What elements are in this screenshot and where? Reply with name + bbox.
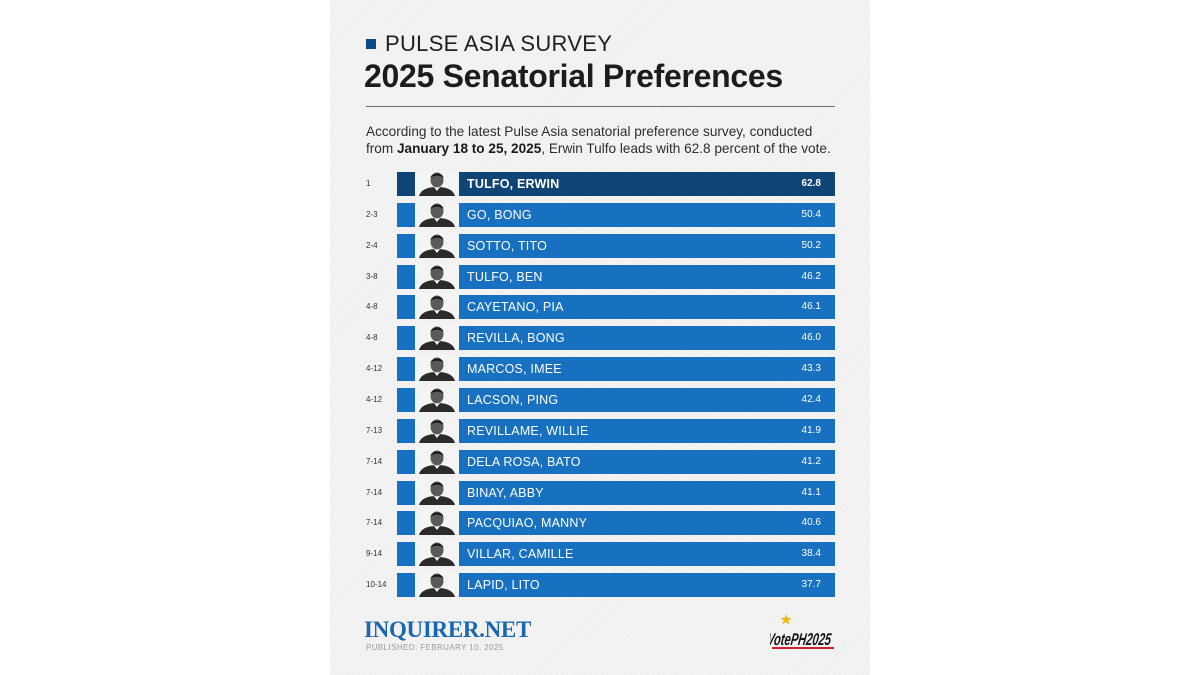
rank-label: 4-12 (366, 364, 383, 373)
bar (397, 511, 835, 535)
infographic-card: PULSE ASIA SURVEY 2025 Senatorial Prefer… (330, 0, 870, 675)
candidate-name: LAPID, LITO (467, 578, 540, 592)
title-divider (366, 106, 835, 107)
candidate-portrait-icon (415, 293, 459, 319)
candidate-name: TULFO, ERWIN (467, 177, 560, 191)
bar (397, 481, 835, 505)
bar-chart: 1 TULFO, ERWIN 62.8 2-3 GO, BONG 50.4 2-4 SOTTO… (330, 0, 870, 675)
intro-text-end: , Erwin Tulfo leads with 62.8 percent of… (541, 141, 831, 156)
data-label: 46.1 (801, 301, 821, 312)
data-label: 41.2 (801, 456, 821, 467)
page-title: 2025 Senatorial Preferences (364, 58, 783, 94)
candidate-name: LACSON, PING (467, 393, 559, 407)
rank-label: 4-8 (366, 333, 378, 342)
candidate-name: DELA ROSA, BATO (467, 455, 581, 469)
candidate-name: PACQUIAO, MANNY (467, 516, 588, 530)
data-label: 50.4 (801, 209, 821, 220)
svg-text:VotePH2025: VotePH2025 (770, 630, 833, 649)
rank-label: 2-3 (366, 210, 378, 219)
bar (397, 265, 835, 289)
data-label: 46.2 (801, 271, 821, 282)
bar (397, 542, 835, 566)
candidate-portrait-icon (415, 324, 459, 350)
bar (397, 234, 835, 258)
candidate-portrait-icon (415, 448, 459, 474)
candidate-portrait-icon (415, 386, 459, 412)
brand-logo: INQUIRER.NET (364, 617, 532, 642)
candidate-name: REVILLAME, WILLIE (467, 424, 589, 438)
rank-label: 4-12 (366, 395, 383, 404)
data-label: 40.6 (801, 517, 821, 528)
intro-text-start: According to the latest Pulse Asia senat… (366, 124, 813, 156)
data-label: 62.8 (801, 178, 821, 189)
rank-label: 7-14 (366, 518, 383, 527)
bar (397, 573, 835, 597)
candidate-portrait-icon (415, 355, 459, 381)
data-label: 42.4 (801, 394, 821, 405)
bar (397, 172, 835, 196)
rank-label: 1 (366, 179, 371, 188)
rank-label: 9-14 (366, 549, 383, 558)
bar (397, 357, 835, 381)
data-label: 50.2 (801, 240, 821, 251)
rank-label: 7-14 (366, 457, 383, 466)
candidate-name: BINAY, ABBY (467, 486, 544, 500)
data-label: 46.0 (801, 332, 821, 343)
voteph2025-logo-icon: VotePH2025 (770, 614, 834, 649)
intro-paragraph: According to the latest Pulse Asia senat… (366, 123, 836, 157)
intro-date-range: January 18 to 25, 2025 (396, 141, 542, 156)
rank-label: 3-8 (366, 272, 378, 281)
data-label: 43.3 (801, 363, 821, 374)
bar (397, 419, 835, 443)
candidate-portrait-icon (415, 509, 459, 535)
published-date: PUBLISHED: FEBRUARY 10, 2025 (366, 643, 504, 652)
candidate-portrait-icon (415, 201, 459, 227)
rank-label: 4-8 (366, 302, 378, 311)
kicker: PULSE ASIA SURVEY (366, 31, 613, 56)
rank-label: 10-14 (366, 580, 387, 589)
candidate-name: VILLAR, CAMILLE (467, 547, 574, 561)
bar (397, 295, 835, 319)
candidate-name: TULFO, BEN (467, 270, 543, 284)
candidate-name: MARCOS, IMEE (467, 362, 562, 376)
data-label: 38.4 (801, 548, 821, 559)
candidate-name: GO, BONG (467, 208, 532, 222)
candidate-portrait-icon (415, 263, 459, 289)
candidate-portrait-icon (415, 571, 459, 597)
rank-label: 7-13 (366, 426, 383, 435)
rank-label: 2-4 (366, 241, 378, 250)
candidate-name: REVILLA, BONG (467, 331, 565, 345)
bar (397, 203, 835, 227)
bar (397, 388, 835, 412)
data-label: 41.1 (801, 487, 821, 498)
candidate-portrait-icon (415, 479, 459, 505)
candidate-portrait-icon (415, 540, 459, 566)
data-label: 37.7 (801, 579, 821, 590)
bar (397, 450, 835, 474)
candidate-name: SOTTO, TITO (467, 239, 547, 253)
kicker-text: PULSE ASIA SURVEY (385, 31, 613, 56)
candidate-name: CAYETANO, PIA (467, 300, 564, 314)
kicker-square-icon (366, 39, 376, 49)
rank-label: 7-14 (366, 488, 383, 497)
bar (397, 326, 835, 350)
candidate-portrait-icon (415, 170, 459, 196)
candidate-portrait-icon (415, 232, 459, 258)
data-label: 41.9 (801, 425, 821, 436)
candidate-portrait-icon (415, 417, 459, 443)
